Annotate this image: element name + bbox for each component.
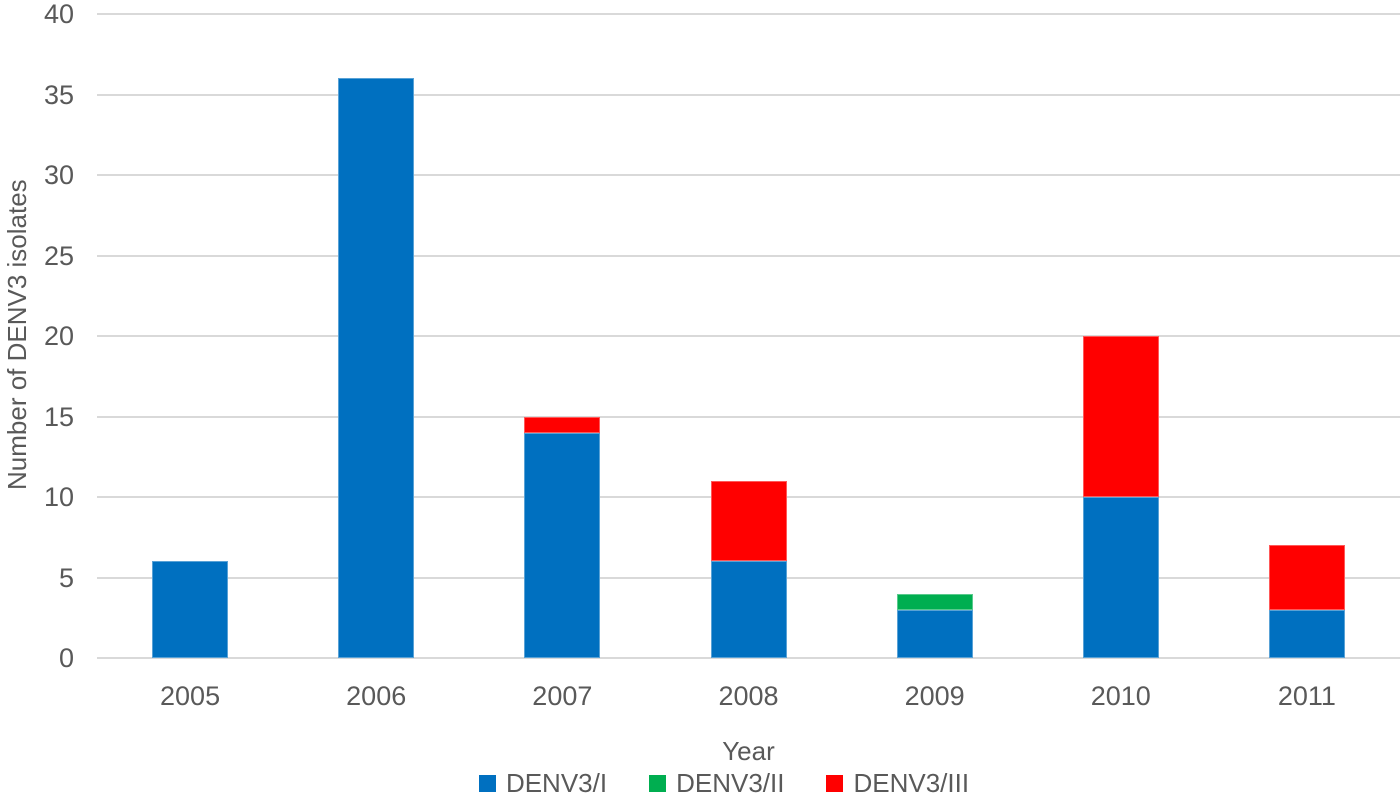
x-tick-label-2008: 2008 — [718, 681, 779, 711]
legend-label: DENV3/II — [676, 768, 785, 798]
y-tick-label-10: 10 — [43, 482, 74, 512]
bar-2011-denv3-i — [1268, 609, 1345, 658]
gridline-y-0 — [97, 657, 1400, 659]
gridline-y-30 — [97, 174, 1400, 176]
x-tick-label-2006: 2006 — [346, 681, 407, 711]
legend-item-denv3-i: DENV3/I — [478, 768, 608, 798]
gridline-y-25 — [97, 254, 1400, 257]
x-axis-title: Year — [722, 736, 775, 766]
legend-label: DENV3/III — [853, 768, 970, 798]
x-tick-label-2007: 2007 — [532, 681, 593, 711]
plot-area — [97, 13, 1400, 659]
bar-2007-denv3-iii — [524, 416, 601, 433]
y-tick-label-30: 30 — [43, 160, 74, 190]
gridline-y-40 — [97, 13, 1400, 15]
y-tick-label-15: 15 — [43, 401, 74, 432]
x-tick-label-2009: 2009 — [904, 681, 965, 711]
bar-2005-denv3-i — [152, 561, 229, 658]
legend: DENV3/I DENV3/II DENV3/III — [0, 768, 1400, 798]
gridline-y-35 — [97, 93, 1400, 96]
bar-2009-denv3-i — [896, 609, 973, 658]
gridline-y-15 — [97, 415, 1400, 418]
legend-item-denv3-iii: DENV3/III — [826, 768, 969, 798]
gridline-y-20 — [97, 335, 1400, 337]
bar-2007-denv3-i — [524, 432, 601, 658]
legend-swatch-icon — [826, 774, 844, 792]
x-tick-label-2010: 2010 — [1090, 681, 1151, 711]
bar-2010-denv3-i — [1082, 497, 1159, 658]
y-tick-label-20: 20 — [43, 321, 74, 351]
bar-2011-denv3-iii — [1268, 545, 1345, 610]
legend-item-denv3-ii: DENV3/II — [649, 768, 784, 798]
y-tick-label-35: 35 — [43, 79, 74, 110]
legend-swatch-icon — [649, 774, 667, 792]
legend-swatch-icon — [478, 774, 496, 792]
bar-2008-denv3-iii — [710, 480, 787, 562]
x-tick-label-2005: 2005 — [160, 681, 221, 711]
bar-2006-denv3-i — [338, 78, 415, 658]
x-tick-label-2011: 2011 — [1277, 681, 1336, 711]
y-tick-label-0: 0 — [58, 643, 74, 673]
y-tick-label-40: 40 — [43, 0, 74, 29]
bar-2009-denv3-ii — [896, 593, 973, 610]
bar-2010-denv3-iii — [1082, 336, 1159, 497]
legend-label: DENV3/I — [505, 768, 608, 798]
y-tick-label-25: 25 — [43, 240, 74, 271]
bar-2008-denv3-i — [710, 561, 787, 658]
y-tick-label-5: 5 — [58, 562, 74, 593]
